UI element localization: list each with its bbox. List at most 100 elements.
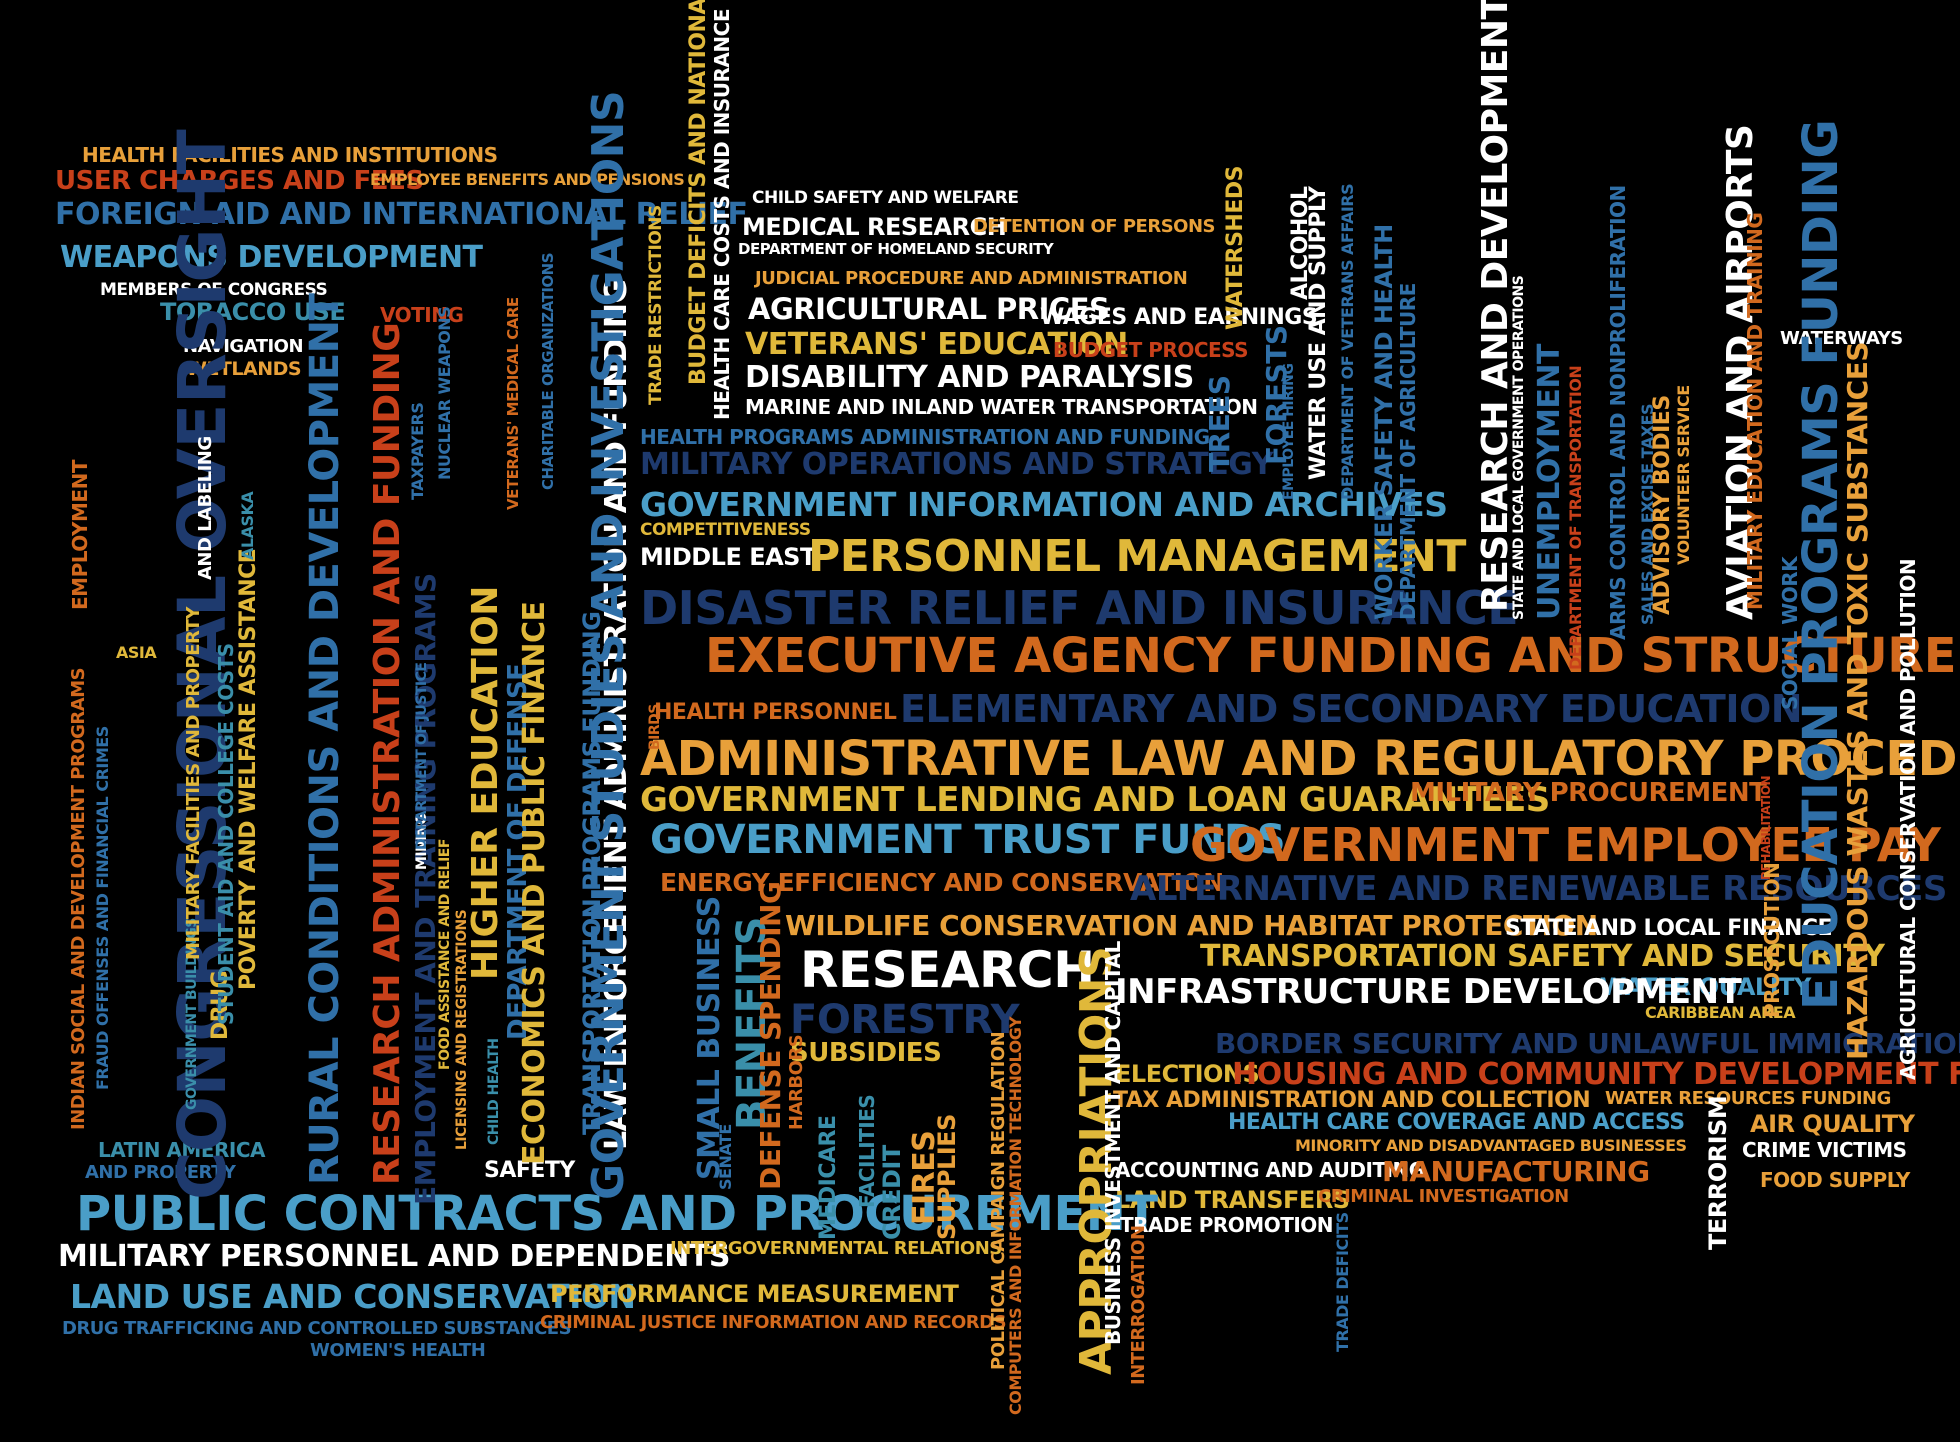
cloud-word: FOOD SUPPLY: [1760, 1168, 1910, 1192]
cloud-word: INTERROGATION: [1128, 1225, 1149, 1385]
cloud-word: MILITARY OPERATIONS AND STRATEGY: [640, 447, 1273, 482]
cloud-word: SAFETY: [484, 1158, 575, 1183]
cloud-word: DEPARTMENT OF JUSTICE: [414, 662, 430, 850]
cloud-word: TAX ADMINISTRATION AND COLLECTION: [1113, 1088, 1591, 1113]
cloud-word: RESEARCH ADMINISTRATION AND FUNDING: [367, 322, 408, 1185]
cloud-word: WOMEN'S HEALTH: [310, 1340, 486, 1361]
cloud-word: GOVERNMENT INFORMATION AND ARCHIVES: [640, 485, 1448, 524]
cloud-word: WORKER SAFETY AND HEALTH: [1370, 224, 1398, 620]
cloud-word: CARIBBEAN AREA: [1645, 1003, 1796, 1022]
cloud-word: MILITARY FACILITIES AND PROPERTY: [183, 607, 204, 960]
cloud-word: MEMBERS OF CONGRESS: [100, 280, 328, 300]
cloud-word: EDUCATION PROGRAMS FUNDING: [1793, 119, 1849, 1010]
cloud-word: LATIN AMERICA: [98, 1138, 266, 1162]
cloud-word: MANUFACTURING: [1382, 1155, 1650, 1188]
cloud-word: ACCOUNTING AND AUDITING: [1115, 1158, 1425, 1182]
cloud-word: WATER QUALITY: [1600, 973, 1811, 1001]
cloud-word: VETERANS' MEDICAL CARE: [504, 297, 522, 510]
cloud-word: VOTING: [380, 303, 464, 327]
cloud-word: WATER USE AND SUPPLY: [1306, 186, 1331, 480]
cloud-word: ALTERNATIVE AND RENEWABLE RESOURCES: [1130, 869, 1947, 909]
cloud-word: CRIME VICTIMS: [1742, 1138, 1907, 1162]
cloud-word: SOCIAL WORK: [1778, 556, 1802, 710]
cloud-word: DISABILITY AND PARALYSIS: [745, 360, 1194, 395]
cloud-word: WAGES AND EARNINGS: [1040, 305, 1318, 330]
cloud-word: CREDIT: [878, 1145, 906, 1240]
cloud-word: MIDDLE EAST: [640, 543, 816, 571]
cloud-word: MARINE AND INLAND WATER TRANSPORTATION: [745, 395, 1258, 419]
cloud-word: MILITARY EDUCATION AND TRAINING: [1743, 212, 1767, 610]
cloud-word: COMPUTERS AND INFORMATION TECHNOLOGY: [1006, 1016, 1025, 1415]
cloud-word: FACILITIES: [855, 1094, 879, 1208]
cloud-word: ADMINISTRATIVE LAW AND REGULATORY PROCED…: [640, 731, 1960, 787]
cloud-word: HEALTH FACILITIES AND INSTITUTIONS: [82, 143, 498, 167]
cloud-word: SUPPLIES: [933, 1114, 961, 1240]
cloud-word: MILITARY PERSONNEL AND DEPENDENTS: [58, 1239, 730, 1274]
cloud-word: PERSONNEL MANAGEMENT: [808, 531, 1466, 582]
cloud-word: UNEMPLOYMENT: [1532, 344, 1567, 620]
cloud-word: HARBORS: [786, 1034, 807, 1130]
cloud-word: RESEARCH: [800, 941, 1095, 999]
cloud-word: EMPLOYEE BENEFITS AND PENSIONS: [370, 170, 685, 189]
cloud-word: FRAUD OFFENSES AND FINANCIAL CRIMES: [93, 726, 112, 1090]
cloud-word: DETENTION OF PERSONS: [973, 216, 1216, 237]
cloud-word: WATERSHEDS: [1223, 166, 1248, 330]
cloud-word: WATERWAYS: [1780, 328, 1903, 349]
cloud-word: MEDICAL RESEARCH: [742, 213, 1007, 241]
cloud-word: TRADE RESTRICTIONS: [646, 205, 666, 405]
cloud-word: PROSECUTION: [1760, 862, 1784, 1018]
cloud-word: BUDGET PROCESS: [1053, 338, 1249, 362]
cloud-word: DEPARTMENT OF VETERANS AFFAIRS: [1338, 183, 1357, 500]
cloud-word: HOUSING AND COMMUNITY DEVELOPMENT FUNDIN…: [1232, 1057, 1960, 1092]
cloud-word: INTERGOVERNMENTAL RELATIONS: [670, 1238, 1002, 1259]
cloud-word: HEALTH CARE COVERAGE AND ACCESS: [1228, 1110, 1685, 1135]
cloud-word: WILDLIFE CONSERVATION AND HABITAT PROTEC…: [785, 909, 1598, 942]
cloud-word: DEPARTMENT OF HOMELAND SECURITY: [738, 240, 1054, 258]
cloud-word: EXECUTIVE AGENCY FUNDING AND STRUCTURE: [705, 628, 1956, 684]
cloud-word: LICENSING AND REGISTRATIONS: [454, 909, 470, 1150]
cloud-word: AGRICULTURAL PRICES: [748, 292, 1110, 326]
cloud-word: FOREIGN AID AND INTERNATIONAL RELIEF: [55, 197, 748, 232]
cloud-word: DEPARTMENT OF TRANSPORTATION: [1566, 365, 1585, 670]
cloud-word: ARMS CONTROL AND NONPROLIFERATION: [1606, 185, 1630, 640]
cloud-word: ELEMENTARY AND SECONDARY EDUCATION: [900, 687, 1803, 731]
cloud-word: LAND TRANSFERS: [1115, 1186, 1350, 1214]
cloud-word: RESEARCH AND DEVELOPMENT: [1475, 0, 1516, 612]
cloud-word: HAZARDOUS WASTES AND TOXIC SUBSTANCES: [1841, 341, 1874, 1060]
cloud-word: ECONOMICS AND PUBLIC FINANCE: [517, 601, 552, 1166]
cloud-word: USER CHARGES AND FEES: [55, 166, 424, 196]
cloud-word: POVERTY AND WELFARE ASSISTANCE: [236, 548, 261, 990]
cloud-word: TAXPAYERS: [408, 402, 427, 500]
cloud-word: EMPLOYMENT: [68, 460, 92, 610]
cloud-word: TRADE PROMOTION: [1120, 1213, 1334, 1237]
cloud-word: BIRDS: [647, 704, 663, 750]
cloud-word: TRADE DEFICITS: [1333, 1212, 1352, 1352]
cloud-word: BORDER SECURITY AND UNLAWFUL IMMIGRATION: [1215, 1027, 1960, 1060]
cloud-word: SENATE: [716, 1124, 735, 1190]
cloud-word: AGRICULTURAL CONSERVATION AND POLLUTION: [1896, 558, 1920, 1080]
cloud-word: BUDGET DEFICITS AND NATIONAL DEBT: [686, 0, 711, 385]
cloud-word: ENERGY EFFICIENCY AND CONSERVATION: [660, 868, 1224, 897]
cloud-word: WEAPONS DEVELOPMENT: [60, 240, 483, 275]
cloud-word: CHILD HEALTH: [486, 1038, 502, 1145]
cloud-word: TERRORISM: [1704, 1095, 1732, 1250]
cloud-word: CHARITABLE ORGANIZATIONS: [539, 252, 557, 490]
cloud-word: CRIMINAL INVESTIGATION: [1318, 1186, 1569, 1207]
cloud-word: INFRASTRUCTURE DEVELOPMENT: [1115, 972, 1742, 1012]
cloud-word: ALASKA: [238, 491, 257, 560]
cloud-word: TRANSPORTATION SAFETY AND SECURITY: [1200, 939, 1885, 974]
cloud-word: WATER RESOURCES FUNDING: [1605, 1088, 1891, 1109]
cloud-word: FOOD ASSISTANCE AND RELIEF: [437, 839, 453, 1070]
cloud-word: STATE AND LOCAL FINANCE: [1505, 916, 1833, 941]
cloud-word: CHILD SAFETY AND WELFARE: [752, 188, 1019, 208]
cloud-word: ASIA: [116, 643, 157, 662]
cloud-word: SUBSIDIES: [790, 1038, 942, 1068]
cloud-word: BUSINESS INVESTMENT AND CAPITAL: [1101, 941, 1125, 1345]
cloud-word: MILITARY PROCUREMENT: [1410, 778, 1767, 808]
cloud-word: PUBLIC CONTRACTS AND PROCUREMENT: [76, 1186, 1158, 1242]
cloud-word: ELECTIONS: [1115, 1060, 1260, 1088]
cloud-word: INDIAN SOCIAL AND DEVELOPMENT PROGRAMS: [68, 667, 89, 1130]
cloud-word: WETLANDS: [186, 358, 302, 380]
cloud-word: DRUG TRAFFICKING AND CONTROLLED SUBSTANC…: [62, 1318, 572, 1339]
